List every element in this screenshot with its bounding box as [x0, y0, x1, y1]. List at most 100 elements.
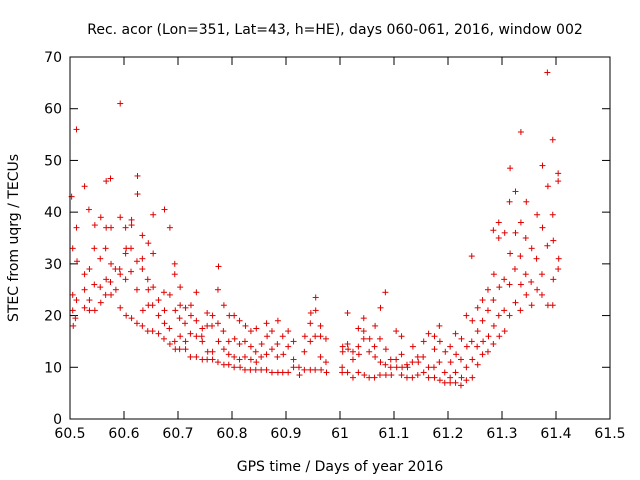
data-point	[268, 328, 275, 335]
data-point	[149, 328, 156, 335]
data-point	[214, 286, 221, 293]
data-point	[187, 312, 194, 319]
data-point	[187, 302, 194, 309]
data-point	[134, 172, 141, 179]
data-point	[409, 359, 416, 366]
data-point	[414, 372, 421, 379]
y-tick-label: 0	[53, 412, 62, 428]
data-point	[538, 291, 545, 298]
data-point	[128, 315, 135, 322]
data-point	[377, 304, 384, 311]
data-point	[133, 286, 140, 293]
data-point	[171, 271, 178, 278]
data-point	[144, 276, 151, 283]
data-point	[544, 69, 551, 76]
data-point	[258, 353, 265, 360]
data-point	[387, 356, 394, 363]
data-point	[187, 330, 194, 337]
data-point	[431, 374, 438, 381]
data-point	[490, 227, 497, 234]
x-tick-label: 60.7	[162, 426, 193, 442]
data-point	[73, 297, 80, 304]
data-point	[139, 255, 146, 262]
data-point	[85, 206, 92, 213]
data-point	[166, 291, 173, 298]
data-point	[360, 328, 367, 335]
data-points	[68, 69, 562, 389]
data-point	[425, 330, 432, 337]
data-point	[182, 338, 189, 345]
data-point	[134, 191, 141, 198]
data-point	[382, 372, 389, 379]
y-tick-label: 40	[44, 205, 62, 221]
data-point	[177, 284, 184, 291]
data-point	[322, 335, 329, 342]
data-point	[133, 320, 140, 327]
data-point	[544, 183, 551, 190]
x-tick-label: 60.8	[216, 426, 247, 442]
data-point	[122, 250, 129, 257]
data-point	[442, 348, 449, 355]
data-point	[268, 346, 275, 353]
data-point	[517, 307, 524, 314]
data-point	[517, 281, 524, 288]
data-point	[549, 302, 556, 309]
data-point	[469, 317, 476, 324]
data-point	[198, 333, 205, 340]
data-point	[172, 307, 179, 314]
data-point	[484, 286, 491, 293]
data-point	[128, 222, 135, 229]
data-point	[355, 343, 362, 350]
data-point	[479, 297, 486, 304]
data-point	[372, 322, 379, 329]
x-tick-label: 61.3	[486, 426, 517, 442]
x-tick-label: 61.2	[432, 426, 463, 442]
data-point	[377, 359, 384, 366]
data-point	[122, 224, 129, 231]
data-point	[469, 374, 476, 381]
data-point	[301, 366, 308, 373]
data-point	[550, 237, 557, 244]
data-point	[290, 338, 297, 345]
data-point	[517, 219, 524, 226]
data-point	[323, 369, 330, 376]
y-tick-label: 70	[44, 50, 62, 66]
data-point	[279, 369, 286, 376]
data-point	[452, 379, 459, 386]
data-point	[103, 276, 110, 283]
data-point	[447, 379, 454, 386]
data-point	[322, 359, 329, 366]
data-point	[479, 317, 486, 324]
data-point	[555, 170, 562, 177]
data-point	[171, 338, 178, 345]
data-point	[253, 325, 260, 332]
data-point	[344, 369, 351, 376]
data-point	[523, 291, 530, 298]
data-point	[241, 366, 248, 373]
data-point	[376, 372, 383, 379]
data-point	[73, 224, 80, 231]
data-point	[463, 377, 470, 384]
data-point	[296, 372, 303, 379]
data-point	[236, 356, 243, 363]
data-point	[128, 268, 135, 275]
data-point	[312, 333, 319, 340]
data-point	[247, 328, 254, 335]
data-point	[252, 366, 259, 373]
data-point	[539, 224, 546, 231]
data-point	[193, 353, 200, 360]
data-point	[457, 356, 464, 363]
data-point	[371, 374, 378, 381]
data-point	[253, 359, 260, 366]
data-point	[263, 351, 270, 358]
data-point	[193, 289, 200, 296]
data-point	[436, 377, 443, 384]
data-point	[97, 299, 104, 306]
data-point	[430, 364, 437, 371]
data-point	[268, 369, 275, 376]
data-point	[355, 369, 362, 376]
data-point	[122, 276, 129, 283]
data-point	[161, 320, 168, 327]
data-point	[209, 356, 216, 363]
data-point	[458, 374, 465, 381]
